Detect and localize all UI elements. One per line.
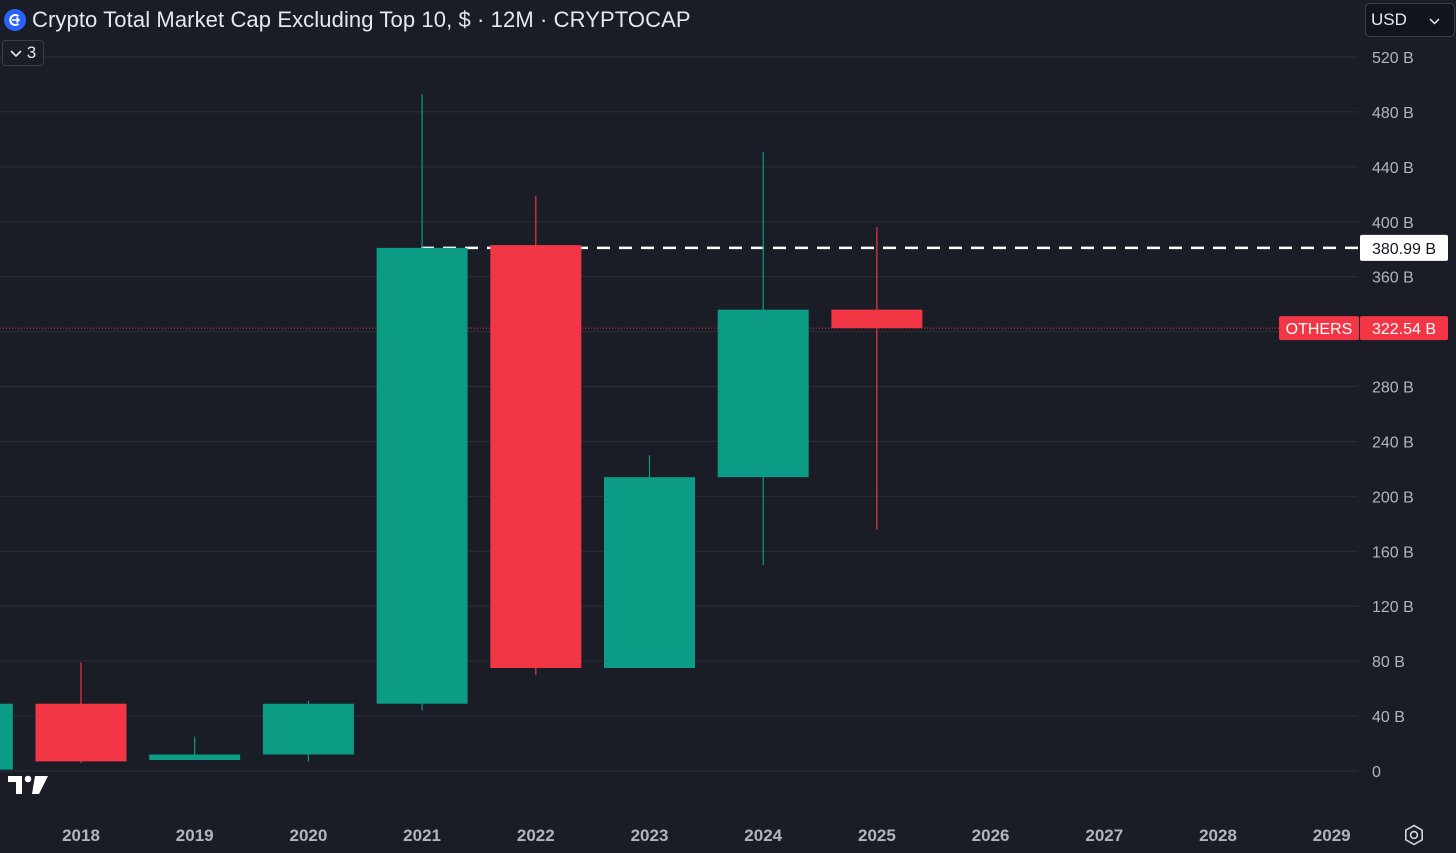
y-axis-tick-label: 0	[1372, 764, 1381, 781]
x-axis-tick-label: 2029	[1313, 826, 1351, 845]
y-axis-tick-label: 280 B	[1372, 380, 1414, 397]
chevron-down-icon	[10, 43, 22, 63]
y-axis-tick-label: 360 B	[1372, 270, 1414, 287]
crypto-cap-logo-icon	[4, 9, 26, 31]
y-axis-tick-label: 520 B	[1372, 50, 1414, 67]
x-axis-tick-label: 2024	[744, 826, 782, 845]
indicator-count: 3	[26, 43, 37, 62]
candle-body[interactable]	[376, 247, 468, 704]
x-axis-tick-label: 2018	[62, 826, 100, 845]
chart-title: Crypto Total Market Cap Excluding Top 10…	[32, 7, 691, 32]
candle-body[interactable]	[149, 754, 241, 761]
settings-icon[interactable]	[1402, 823, 1426, 852]
reference-price-label: 380.99 B	[1372, 241, 1436, 258]
candle-body[interactable]	[604, 477, 695, 669]
currency-select[interactable]: USD	[1365, 3, 1455, 37]
symbol-label-box	[1279, 316, 1359, 341]
indicators-toggle-button[interactable]: 3	[2, 40, 44, 66]
candle-body[interactable]	[490, 245, 582, 669]
y-axis-tick-label: 240 B	[1372, 434, 1414, 451]
y-axis-tick-label: 120 B	[1372, 599, 1414, 616]
y-axis-tick-label: 480 B	[1372, 105, 1414, 122]
y-axis-tick-label: 160 B	[1372, 544, 1414, 561]
x-axis-tick-label: 2019	[176, 826, 214, 845]
chevron-down-icon	[1429, 10, 1440, 30]
y-axis-tick-label: 80 B	[1372, 654, 1405, 671]
y-axis-tick-label: 440 B	[1372, 160, 1414, 177]
chart-title-bar: Crypto Total Market Cap Excluding Top 10…	[4, 6, 691, 34]
y-axis-tick-label: 40 B	[1372, 709, 1405, 726]
x-axis-tick-label: 2023	[631, 826, 669, 845]
last-price-label-box	[1360, 316, 1448, 341]
candle-body[interactable]	[0, 703, 13, 770]
candle-body[interactable]	[35, 703, 127, 762]
x-axis-tick-label: 2021	[403, 826, 441, 845]
symbol-label: OTHERS	[1286, 321, 1353, 338]
candle-body[interactable]	[717, 309, 809, 478]
candle-body[interactable]	[262, 703, 354, 755]
x-axis-tick-label: 2026	[972, 826, 1010, 845]
y-axis-tick-label: 400 B	[1372, 215, 1414, 232]
x-axis-tick-label: 2022	[517, 826, 555, 845]
currency-label: USD	[1371, 10, 1407, 29]
x-axis-tick-label: 2028	[1199, 826, 1237, 845]
y-axis-tick-label: 200 B	[1372, 489, 1414, 506]
x-axis-tick-label: 2020	[289, 826, 327, 845]
last-price-label: 322.54 B	[1372, 321, 1436, 338]
x-axis-tick-label: 2027	[1085, 826, 1123, 845]
reference-price-label-box	[1360, 234, 1448, 261]
candle-body[interactable]	[831, 309, 923, 329]
tradingview-logo-icon[interactable]	[6, 772, 50, 801]
x-axis-tick-label: 2025	[858, 826, 896, 845]
